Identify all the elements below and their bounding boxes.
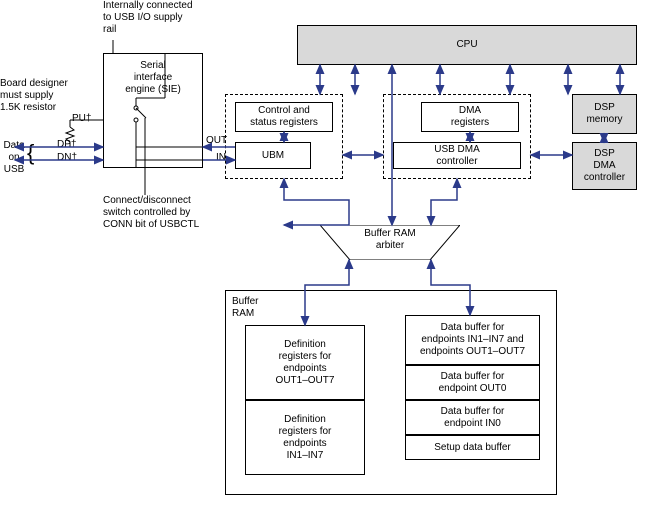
- connections: [0, 0, 658, 515]
- usb-block-diagram: Internally connectedto USB I/O supplyrai…: [0, 0, 658, 515]
